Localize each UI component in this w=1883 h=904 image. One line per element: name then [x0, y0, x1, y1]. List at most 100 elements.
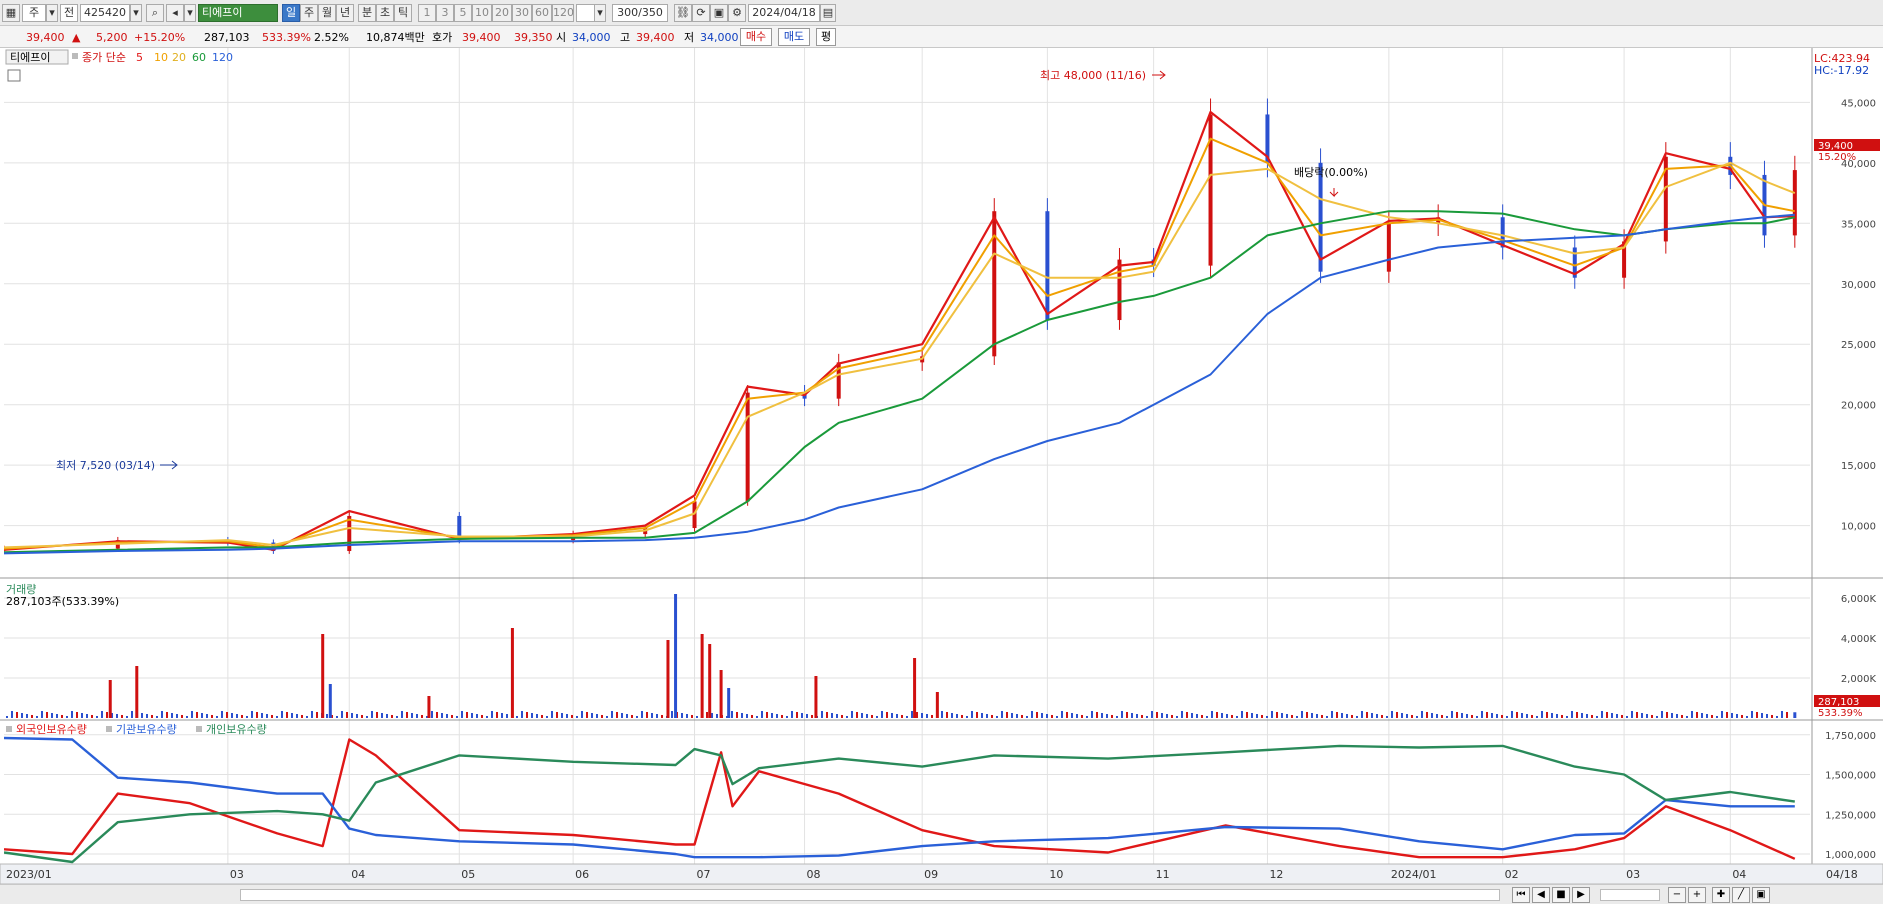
eval-button[interactable]: 평 — [816, 28, 836, 46]
type-select[interactable]: 전 — [60, 4, 78, 22]
volume-bar-small — [201, 713, 203, 718]
volume-bar-small — [471, 713, 473, 718]
zoom-slider[interactable] — [1600, 889, 1660, 901]
last-volume-label: 287,103 — [1818, 697, 1859, 708]
calendar-icon[interactable]: ▤ — [820, 4, 836, 22]
volume-bar-small — [1301, 711, 1303, 718]
volume-bar-small — [846, 716, 848, 718]
code-input[interactable]: 425420 — [80, 4, 130, 22]
stock-chart[interactable]: 티에프이 종가 단순 5 10 20 60 120 LC:423.94 HC:-… — [0, 48, 1883, 884]
legend-individual: 개인보유수량 — [206, 723, 267, 736]
zoom-in-icon[interactable]: + — [1688, 887, 1706, 903]
ma-line-5 — [4, 110, 1795, 551]
legend-marker-icon — [106, 726, 112, 732]
chart-type-icon[interactable]: ╱ — [1732, 887, 1750, 903]
volume-bar-small — [196, 712, 198, 718]
volume-bar-small — [141, 713, 143, 718]
period-month[interactable]: 월 — [318, 4, 336, 22]
count-input[interactable]: 300/350 — [612, 4, 668, 22]
high-arrow-icon — [1152, 70, 1166, 80]
volume-bar — [328, 684, 332, 718]
legend-ma-120: 120 — [212, 51, 233, 64]
candle-body — [692, 501, 697, 529]
scroll-stop-icon[interactable]: ■ — [1552, 887, 1570, 903]
market-select[interactable]: 주 — [22, 4, 46, 22]
minute-step-60[interactable]: 60 — [532, 4, 552, 22]
scroll-next-icon[interactable]: ▶ — [1572, 887, 1590, 903]
volume-bar-small — [1731, 713, 1733, 718]
minute-step-label: 5 — [459, 6, 467, 19]
volume-bar-small — [706, 712, 708, 718]
volume-bar-small — [1591, 715, 1593, 718]
volume-bar-small — [641, 711, 643, 718]
minute-step-10[interactable]: 10 — [472, 4, 492, 22]
period-week[interactable]: 주 — [300, 4, 318, 22]
volume-bar-small — [831, 713, 833, 718]
volume-bar-small — [426, 716, 428, 718]
date-input[interactable]: 2024/04/18 — [748, 4, 820, 22]
candle-body — [1117, 259, 1122, 321]
period-tick[interactable]: 틱 — [394, 4, 412, 22]
print-icon[interactable]: ▣ — [1752, 887, 1770, 903]
period-minute[interactable]: 분 — [358, 4, 376, 22]
volume-bar-small — [1076, 714, 1078, 718]
volume-bar-small — [1606, 712, 1608, 718]
link-icon[interactable]: ⛓ — [674, 4, 692, 22]
volume-bar-small — [791, 711, 793, 718]
volume-bar-small — [1051, 715, 1053, 718]
zoom-out-icon[interactable]: − — [1668, 887, 1686, 903]
scroll-prev-icon[interactable]: ◀ — [1532, 887, 1550, 903]
candle-body — [992, 211, 997, 357]
minute-step-30[interactable]: 30 — [512, 4, 532, 22]
legend-institution: 기관보유수량 — [116, 723, 177, 736]
refresh-icon[interactable]: ⟳ — [692, 4, 710, 22]
bottom-scroll-bar[interactable]: ⏮ ◀ ■ ▶ − + ✚ ╱ ▣ — [0, 884, 1883, 904]
volume-bar-small — [1631, 711, 1633, 718]
code-dropdown-icon[interactable]: ▾ — [130, 4, 142, 22]
volume-bar-small — [266, 714, 268, 718]
scroll-first-icon[interactable]: ⏮ — [1512, 887, 1530, 903]
volume-bar-small — [1776, 716, 1778, 718]
minute-step-20[interactable]: 20 — [492, 4, 512, 22]
sell-button[interactable]: 매도 — [778, 28, 810, 46]
panel-settings-icon[interactable] — [7, 69, 21, 82]
volume-bar-small — [1506, 716, 1508, 718]
volume-bar — [321, 634, 325, 718]
minute-step-120[interactable]: 120 — [552, 4, 574, 22]
legend-stock-box[interactable] — [5, 49, 69, 65]
period-day[interactable]: 일 — [282, 4, 300, 22]
minute-step-5[interactable]: 5 — [454, 4, 472, 22]
crosshair-icon[interactable]: ✚ — [1712, 887, 1730, 903]
x-axis-label: 10 — [1049, 868, 1063, 881]
volume-bar-small — [756, 716, 758, 718]
volume-bar-small — [1666, 712, 1668, 718]
candle-body — [1208, 114, 1213, 266]
volume-bar-small — [941, 711, 943, 718]
minute-step-1[interactable]: 1 — [418, 4, 436, 22]
volume-bar-small — [1116, 716, 1118, 718]
volume-bar-small — [176, 714, 178, 718]
save-icon[interactable]: ▣ — [710, 4, 728, 22]
period-second[interactable]: 초 — [376, 4, 394, 22]
gear-icon[interactable]: ⚙ — [728, 4, 746, 22]
volume-bar-small — [746, 714, 748, 718]
search-icon[interactable]: ⌕ — [146, 4, 164, 22]
price-tick-label: 15,000 — [1841, 461, 1876, 472]
volume-bar-small — [1741, 715, 1743, 718]
volume-bar — [510, 628, 514, 718]
layout-icon[interactable]: ▦ — [2, 4, 20, 22]
candle-body — [1318, 162, 1323, 272]
minute-step-3[interactable]: 3 — [436, 4, 454, 22]
volume-bar-small — [1711, 715, 1713, 718]
period-year[interactable]: 년 — [336, 4, 354, 22]
scrollbar-track[interactable] — [240, 889, 1500, 901]
buy-button[interactable]: 매수 — [740, 28, 772, 46]
chevron-down-icon[interactable]: ▾ — [46, 4, 58, 22]
volume-bar-small — [1546, 712, 1548, 718]
sound-dropdown-icon[interactable]: ▾ — [184, 4, 196, 22]
stock-name-box[interactable]: 티에프이 — [198, 4, 278, 22]
sound-icon[interactable]: ◂ — [166, 4, 184, 22]
volume-bar-small — [126, 716, 128, 718]
volume-bar-small — [1221, 713, 1223, 718]
minute-dropdown-icon[interactable]: ▾ — [594, 4, 606, 22]
